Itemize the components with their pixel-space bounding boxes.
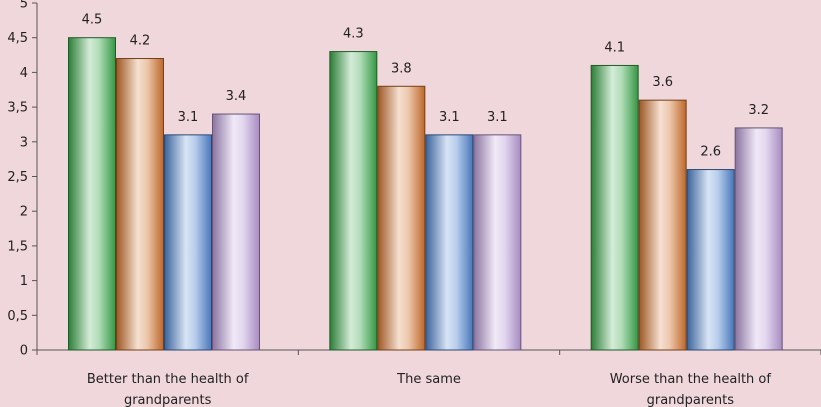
data-label: 3.8 (391, 61, 412, 76)
y-tick-label: 5 (20, 0, 28, 12)
bar (734, 127, 783, 351)
category-label: Better than the health of grandparents (87, 372, 249, 407)
data-label: 4.1 (604, 40, 625, 55)
bar (686, 169, 735, 351)
data-label: 4.3 (343, 27, 364, 42)
data-label: 3.4 (226, 89, 247, 104)
bar (377, 85, 426, 351)
y-tick-label: 1,5 (7, 239, 28, 254)
y-tick-label: 2,5 (7, 170, 28, 185)
bar (638, 99, 687, 351)
data-label: 3.1 (439, 110, 460, 125)
bar (425, 134, 474, 351)
data-label: 3.1 (178, 110, 199, 125)
category-label: The same (396, 372, 461, 387)
bar (212, 113, 260, 351)
y-tick-label: 0 (20, 344, 28, 359)
y-tick-label: 3,5 (7, 101, 28, 116)
y-tick-label: 0,5 (7, 309, 28, 324)
bar (590, 64, 639, 351)
bar (473, 134, 522, 351)
bar (68, 37, 116, 351)
category-label: Worse than the health of grandparents (610, 372, 772, 407)
data-label: 3.1 (487, 110, 508, 125)
y-tick-label: 2 (20, 205, 28, 220)
bar (329, 51, 378, 351)
y-tick-label: 4,5 (7, 31, 28, 46)
bar (164, 134, 212, 351)
bar (116, 58, 164, 351)
y-tick-label: 4 (20, 66, 28, 81)
y-tick-label: 1 (20, 274, 28, 289)
y-tick-label: 3 (20, 135, 28, 150)
data-label: 4.5 (82, 13, 103, 28)
data-label: 2.6 (700, 145, 721, 160)
data-label: 4.2 (130, 34, 151, 49)
data-label: 3.2 (748, 103, 769, 118)
data-label: 3.6 (652, 75, 673, 90)
